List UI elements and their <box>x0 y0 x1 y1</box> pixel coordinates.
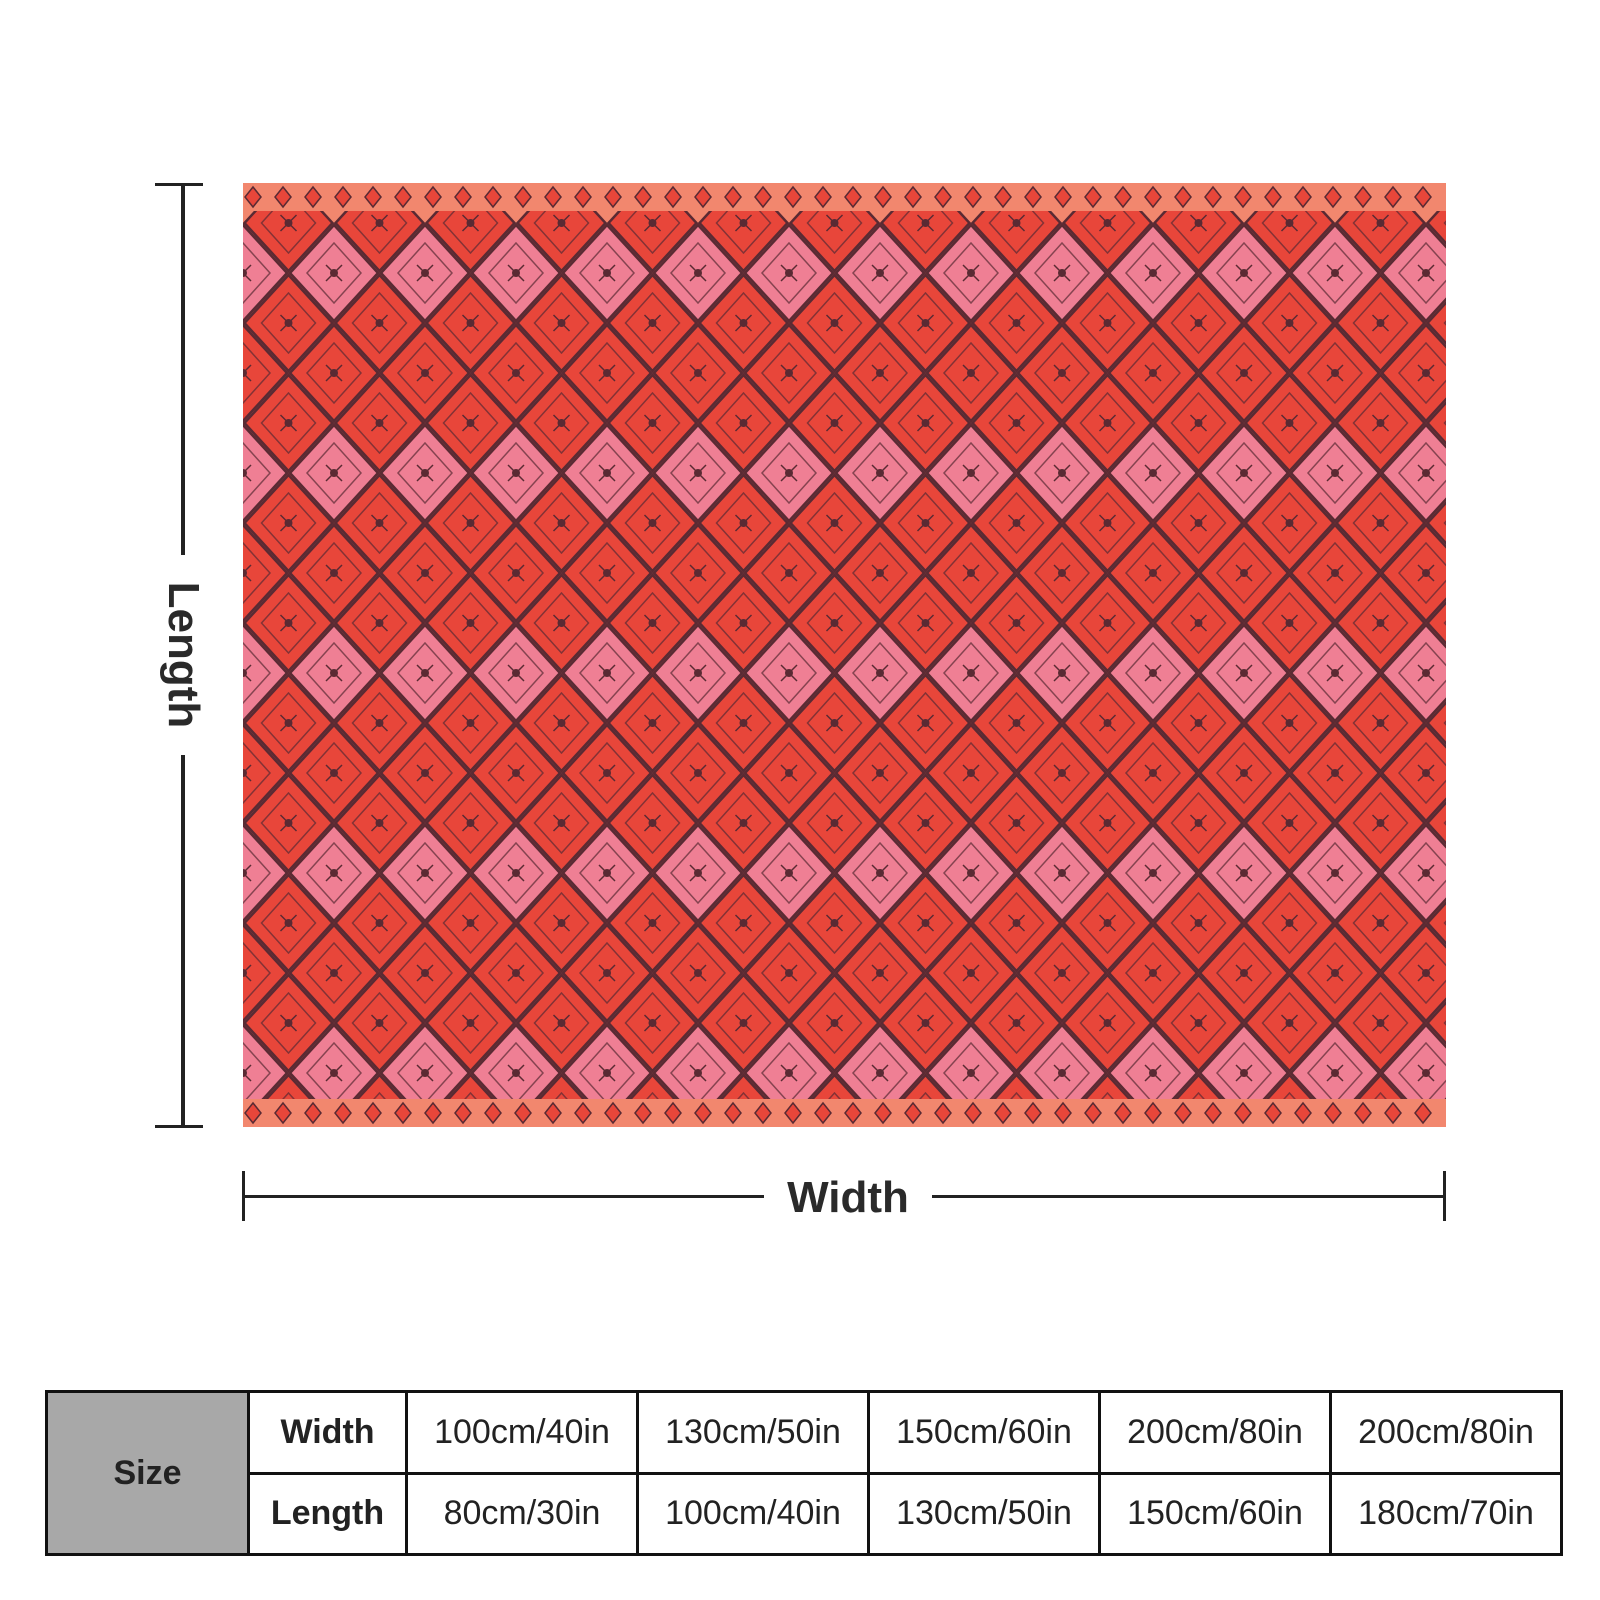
width-row-label: Width <box>247 1390 408 1475</box>
width-label: Width <box>787 1173 909 1222</box>
width-right-cap <box>1443 1171 1446 1221</box>
length-value-cell: 130cm/50in <box>867 1471 1101 1556</box>
width-value-cell: 200cm/80in <box>1329 1390 1563 1475</box>
length-value-cell: 150cm/60in <box>1098 1471 1332 1556</box>
length-value-cell: 100cm/40in <box>636 1471 870 1556</box>
width-value-cell: 150cm/60in <box>867 1390 1101 1475</box>
size-row-length: Length 80cm/30in 100cm/40in 130cm/50in 1… <box>47 1471 1563 1556</box>
length-value-cell: 180cm/70in <box>1329 1471 1563 1556</box>
width-value-cell: 130cm/50in <box>636 1390 870 1475</box>
kilim-pattern-graphic <box>243 183 1446 1127</box>
length-line-bottom <box>181 755 185 1127</box>
length-label: Length <box>159 581 208 729</box>
width-value-cell: 100cm/40in <box>405 1390 639 1475</box>
size-chart-table: Size Width 100cm/40in 130cm/50in 150cm/6… <box>45 1390 1563 1556</box>
length-bottom-cap <box>155 1125 203 1128</box>
blanket-pattern-image <box>243 183 1446 1127</box>
length-line-top <box>181 183 185 555</box>
length-row-label: Length <box>247 1471 408 1556</box>
length-top-cap <box>155 183 203 186</box>
size-row-width: Size Width 100cm/40in 130cm/50in 150cm/6… <box>45 1390 1563 1556</box>
width-line-right <box>932 1195 1446 1198</box>
width-value-cell: 200cm/80in <box>1098 1390 1332 1475</box>
width-line-left <box>242 1195 764 1198</box>
size-header-cell: Size <box>45 1390 250 1556</box>
length-value-cell: 80cm/30in <box>405 1471 639 1556</box>
